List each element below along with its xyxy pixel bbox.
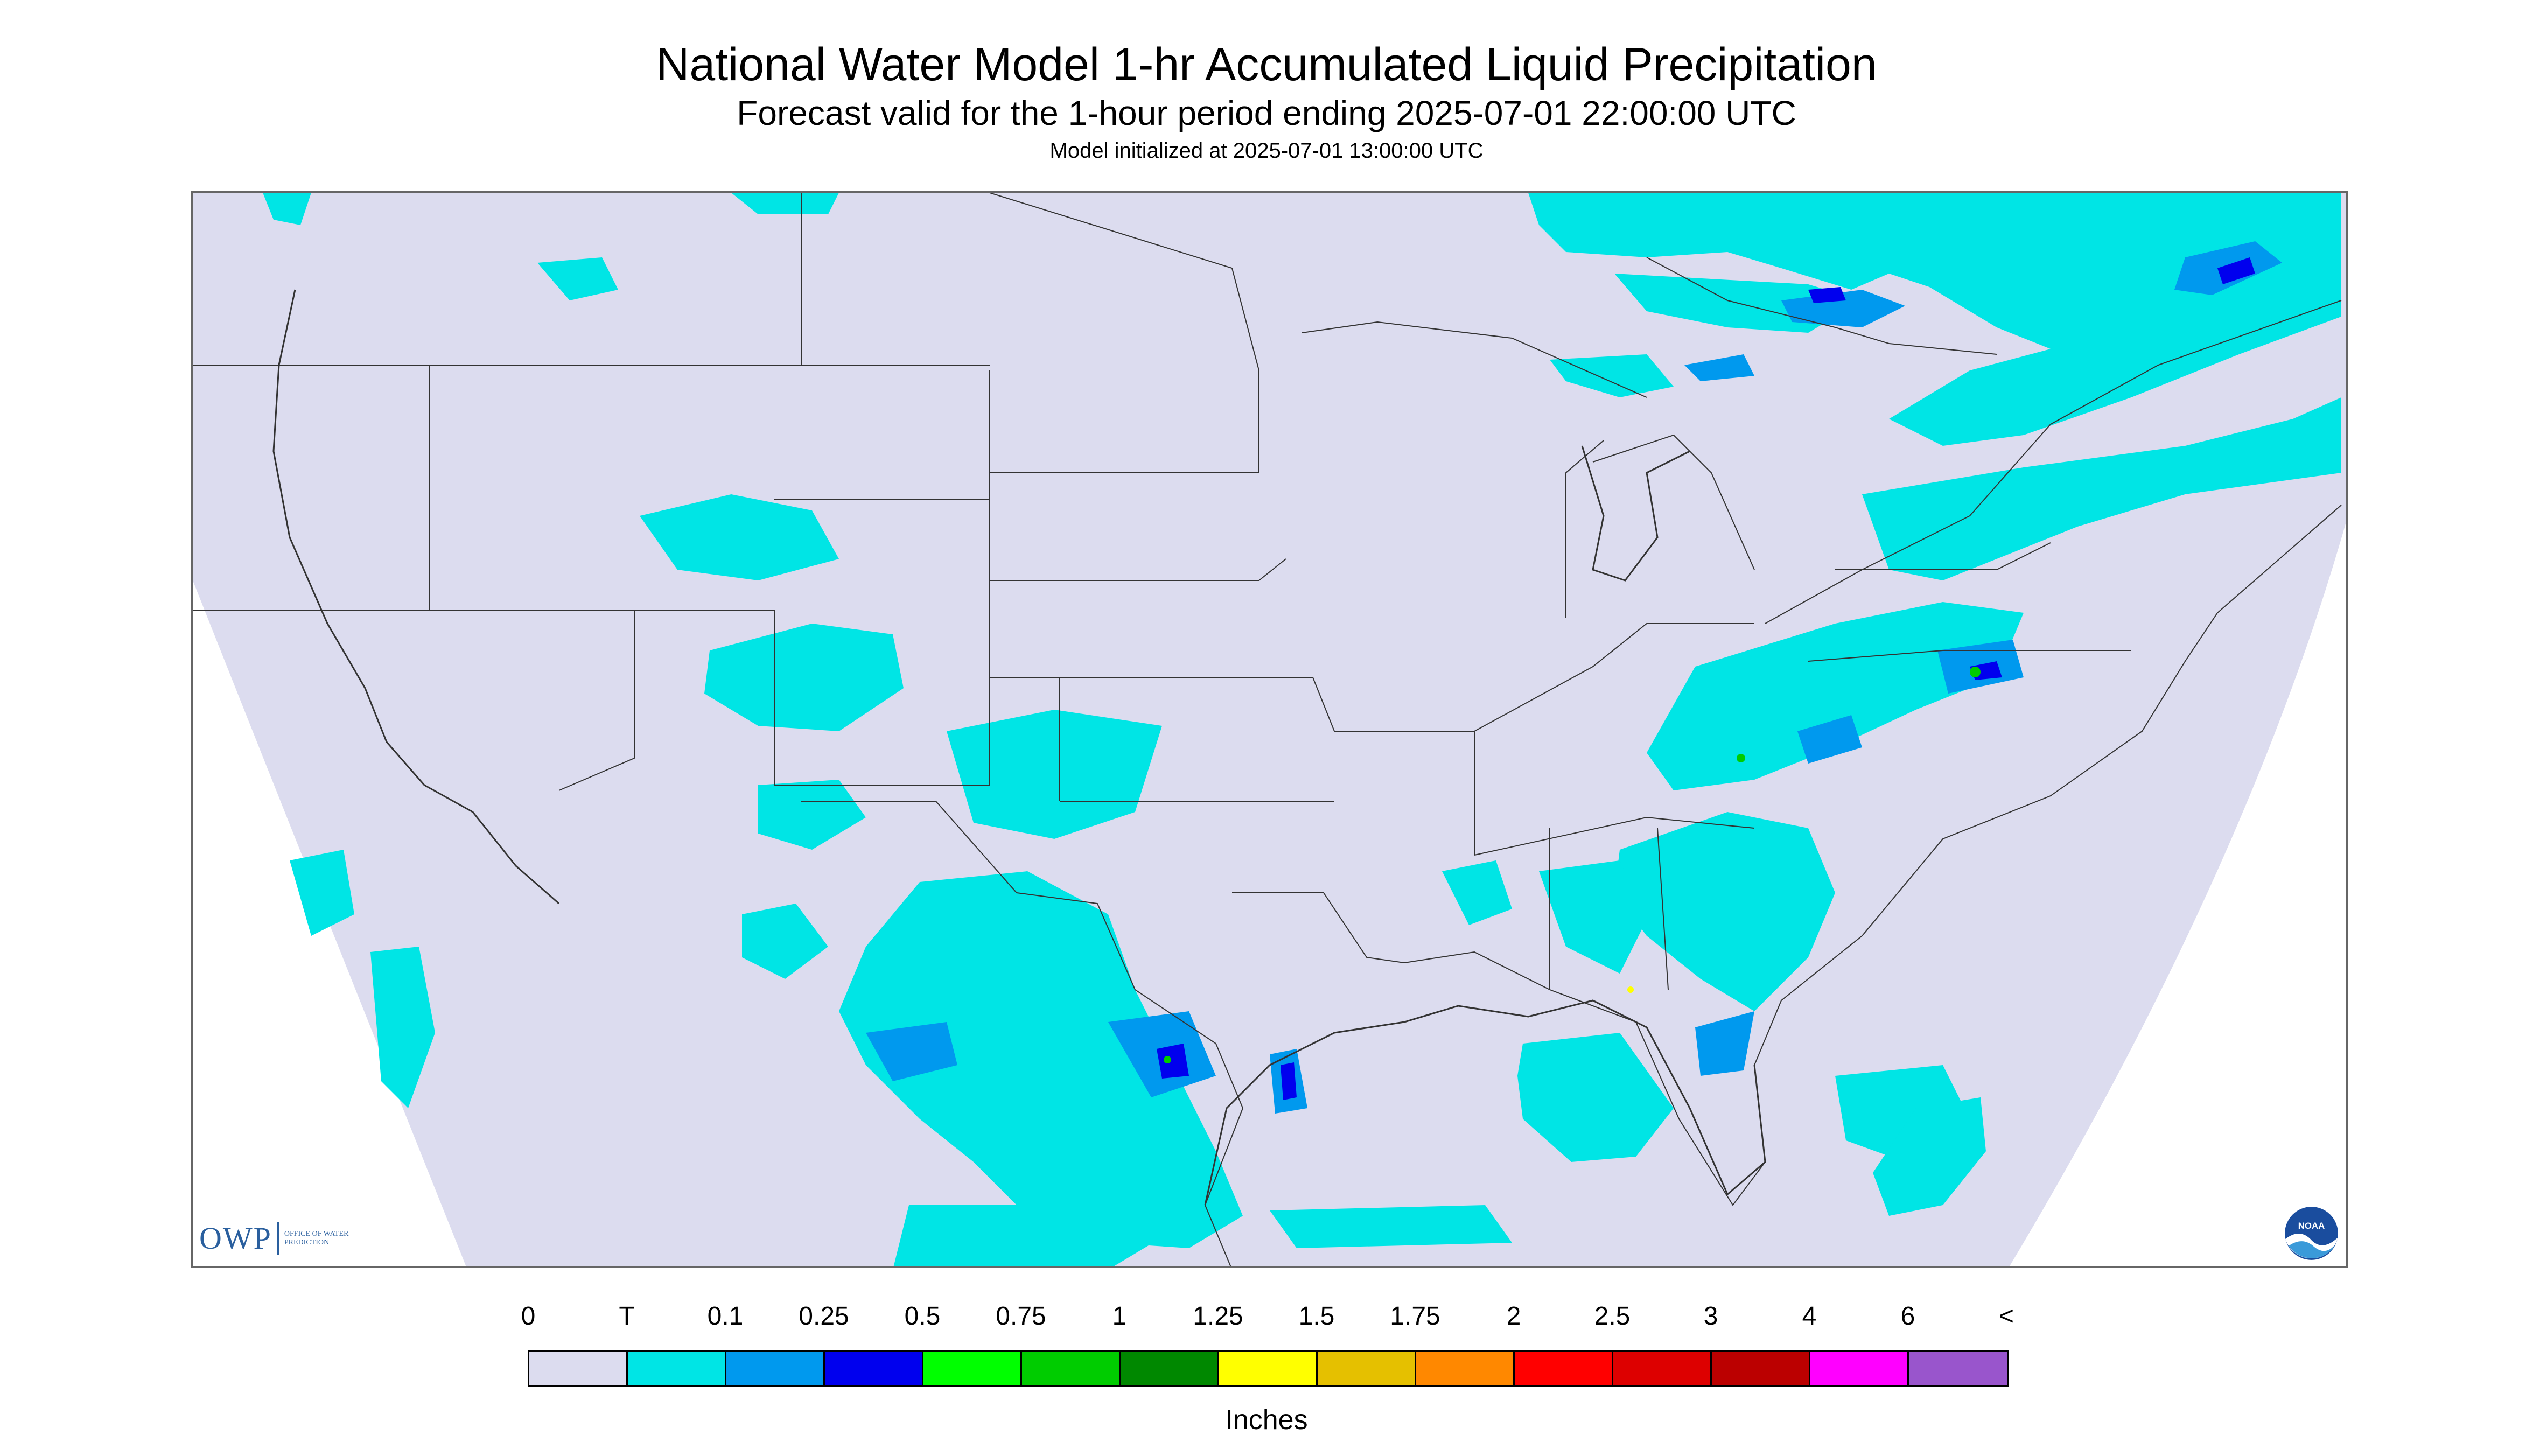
legend-swatch: [1712, 1352, 1810, 1385]
legend-units: Inches: [1225, 1404, 1308, 1436]
legend-tick-label: 0.1: [707, 1302, 744, 1331]
legend-swatch: [1416, 1352, 1515, 1385]
legend-labels: 0 T 0.1 0.25 0.5 0.75 1 1.25 1.5 1.75 2 2.5 3 4 6 <: [521, 1300, 2014, 1338]
left-domain-mask: [193, 580, 466, 1266]
legend-tick-label: 1: [1112, 1302, 1127, 1331]
precip-heavy-spots: [1164, 667, 1981, 1063]
legend-tick-label: 1.5: [1298, 1302, 1335, 1331]
legend-tick-label: 6: [1900, 1302, 1915, 1331]
owp-logo: OWP Office of Water Prediction: [199, 1220, 365, 1257]
map-canvas: [193, 193, 2346, 1266]
owp-logo-mark: OWP: [199, 1222, 279, 1255]
legend-tick-label: T: [619, 1302, 635, 1331]
right-domain-mask: [2009, 522, 2346, 1266]
legend-swatch: [726, 1352, 825, 1385]
legend-tick-label: <: [1998, 1302, 2014, 1331]
legend-swatch: [1909, 1352, 2007, 1385]
legend-swatch: [1022, 1352, 1121, 1385]
legend-colorbar: [528, 1350, 2009, 1387]
legend-tick-label: 0.5: [904, 1302, 941, 1331]
map-domain-background: [193, 193, 2346, 1266]
legend-tick-label: 2.5: [1594, 1302, 1631, 1331]
map-title: National Water Model 1-hr Accumulated Li…: [656, 39, 1877, 90]
legend-tick-label: 4: [1802, 1302, 1817, 1331]
legend-swatch: [1219, 1352, 1318, 1385]
legend-swatch: [1810, 1352, 1909, 1385]
precipitation-map[interactable]: [191, 191, 2348, 1268]
legend-tick-label: 3: [1703, 1302, 1718, 1331]
legend-swatch: [1515, 1352, 1613, 1385]
legend-swatch: [1613, 1352, 1712, 1385]
legend-swatch: [628, 1352, 726, 1385]
legend-tick-label: 0.75: [996, 1302, 1046, 1331]
model-init-time: Model initialized at 2025-07-01 13:00:00…: [1049, 139, 1484, 163]
legend-tick-label: 2: [1506, 1302, 1521, 1331]
legend-tick-label: 1.25: [1193, 1302, 1243, 1331]
legend-swatch: [923, 1352, 1022, 1385]
noaa-logo: NOAA: [2284, 1206, 2339, 1261]
precip-trace-areas: [263, 193, 2341, 1266]
owp-logo-text: Office of Water Prediction: [284, 1230, 349, 1247]
state-boundaries: [193, 193, 2342, 1266]
legend-swatch: [1318, 1352, 1416, 1385]
noaa-logo-text: NOAA: [2298, 1221, 2325, 1231]
legend-swatch: [825, 1352, 923, 1385]
legend-tick-label: 0: [521, 1302, 536, 1331]
map-subtitle: Forecast valid for the 1-hour period end…: [737, 94, 1796, 132]
legend-swatch: [529, 1352, 628, 1385]
legend-tick-label: 0.25: [799, 1302, 849, 1331]
legend-swatch: [1121, 1352, 1219, 1385]
legend-tick-label: 1.75: [1390, 1302, 1440, 1331]
coastline: [272, 289, 1766, 1206]
